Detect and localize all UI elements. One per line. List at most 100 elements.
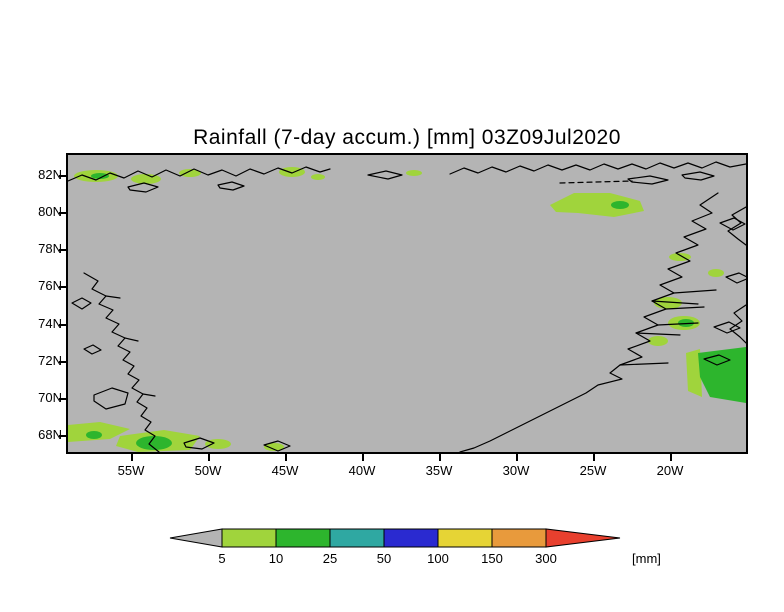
rain-patch [91,173,109,179]
lon-label: 40W [348,463,376,478]
rain-patch [311,174,325,180]
coastlines [68,161,746,452]
colorbar-tick-label: 5 [218,551,225,566]
lat-tick [59,435,66,437]
lon-label: 50W [194,463,222,478]
coastline-fjord [635,332,681,336]
lon-tick [362,454,364,461]
colorbar-segment [275,528,331,548]
lat-label: 76N [38,278,62,293]
rain-patch [136,436,172,450]
coastline-island [725,272,746,284]
lon-label: 55W [117,463,145,478]
colorbar-tick-label: 25 [323,551,337,566]
lon-tick [131,454,133,461]
map-frame [66,153,748,454]
lon-label: 35W [425,463,453,478]
lat-label: 74N [38,316,62,331]
coastline-island [83,344,102,355]
coastline-fjord [651,300,699,305]
colorbar-arrow-left [169,528,223,548]
coastline-island [719,217,746,231]
lon-tick [516,454,518,461]
coastline-island [127,182,159,193]
colorbar-segment [221,528,277,548]
coastline-fjord [673,289,717,294]
rain-patch [648,336,668,346]
coastline-island [367,170,403,180]
rain-patch [686,349,702,397]
rain-patch [179,169,201,177]
coastline-fjord [105,295,121,299]
coastline-fjord [124,337,139,342]
coastline-fjord [619,362,669,366]
coastline-fjord [665,306,705,310]
coastline-right-edge [729,304,746,344]
coastline-island [217,181,245,191]
lat-tick [59,212,66,214]
colorbar-segment [491,528,547,548]
coastline-north-east [449,161,746,175]
colorbar-unit-label: [mm] [632,551,661,566]
coastline-north-west [68,166,331,182]
coastline-fjord [657,322,699,326]
lat-tick [59,361,66,363]
coastline-island [627,175,669,185]
rain-patch [406,170,422,176]
colorbar-segment [383,528,439,548]
coastline-east [459,192,719,452]
coastline-island [183,437,215,450]
colorbar: 5 10 25 50 100 150 300 [mm] [169,528,661,566]
rain-patch [698,347,746,403]
coastline-island [681,171,715,181]
rain-patches-medium [86,173,746,450]
coastline-island [713,321,741,334]
coastline-island [71,297,92,310]
rain-patch [611,201,629,209]
rain-patch [205,439,231,449]
rain-patch [86,431,102,439]
coastline-island [263,440,291,452]
lon-tick [439,454,441,461]
colorbar-segment [329,528,385,548]
colorbar-tick-label: 300 [535,551,557,566]
lon-tick [285,454,287,461]
lon-label: 45W [271,463,299,478]
lon-label: 30W [502,463,530,478]
lon-label: 25W [579,463,607,478]
rain-patch [264,443,284,451]
colorbar-tick-label: 100 [427,551,449,566]
coastline-dashed [559,180,633,184]
lat-tick [59,286,66,288]
lon-label: 20W [656,463,684,478]
colorbar-tick-label: 150 [481,551,503,566]
coastline-right-edge [727,206,746,246]
lat-label: 70N [38,390,62,405]
colorbar-tick-label: 50 [377,551,391,566]
lat-tick [59,175,66,177]
lat-label: 78N [38,241,62,256]
map-canvas [68,155,746,452]
rain-patch [279,167,305,177]
chart-title: Rainfall (7-day accum.) [mm] 03Z09Jul202… [193,126,621,149]
coastline-fjord [142,393,156,397]
rain-patch [708,269,724,277]
colorbar-segment [437,528,493,548]
lat-tick [59,249,66,251]
rain-patch [550,193,644,217]
colorbar-tick-label: 10 [269,551,283,566]
coastline-island [703,354,731,366]
colorbar-arrow-right [545,528,621,548]
coastline-island [93,387,129,410]
lat-label: 72N [38,353,62,368]
lat-tick [59,398,66,400]
lat-label: 68N [38,427,62,442]
lon-tick [593,454,595,461]
lat-tick [59,324,66,326]
lon-tick [208,454,210,461]
rain-patch [131,174,161,184]
lon-tick [670,454,672,461]
coastline-west [83,272,160,452]
lat-label: 80N [38,204,62,219]
